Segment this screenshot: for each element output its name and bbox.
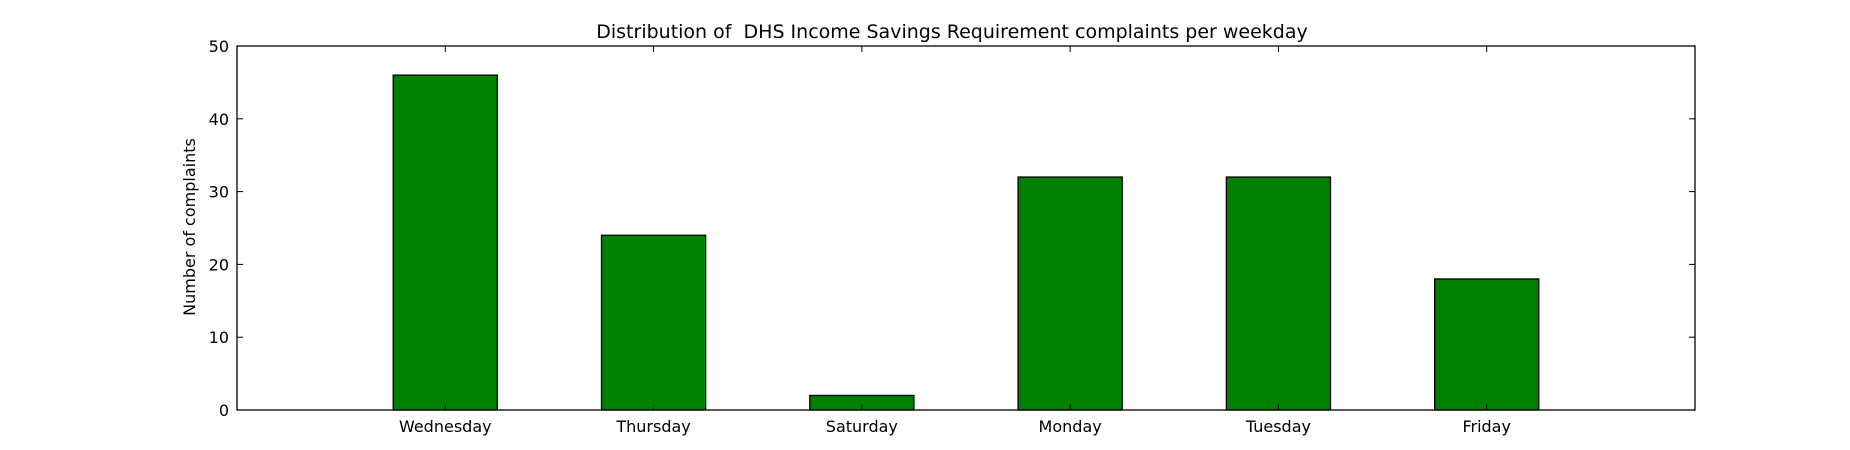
x-tick-label: Wednesday [399,417,492,436]
bars-group [392,74,1540,411]
y-tick-label: 50 [209,37,229,56]
x-tick-label: Monday [1039,417,1102,436]
bar-tuesday [1225,176,1332,411]
y-tick-label: 0 [219,401,229,420]
y-tick-label: 20 [209,255,229,274]
y-tick-label: 30 [209,183,229,202]
tick-labels-group: Wednesday Thursday Saturday Monday Tuesday Fr… [209,37,1511,436]
bar-monday [1017,176,1123,411]
y-tick-label: 10 [209,328,229,347]
ticks-group [237,45,1695,411]
chart-title: Distribution of DHS Income Savings Requi… [596,21,1308,43]
bar-wednesday [392,74,499,411]
x-tick-label: Friday [1462,417,1511,436]
x-tick-label: Tuesday [1245,417,1311,436]
x-tick-label: Thursday [615,417,690,436]
x-tick-label: Saturday [826,417,898,436]
plot-frame [236,45,1696,411]
bar-friday [1433,278,1540,411]
y-axis-title: Number of complaints [180,138,199,316]
bar-thursday [600,234,707,411]
y-tick-label: 40 [209,110,229,129]
